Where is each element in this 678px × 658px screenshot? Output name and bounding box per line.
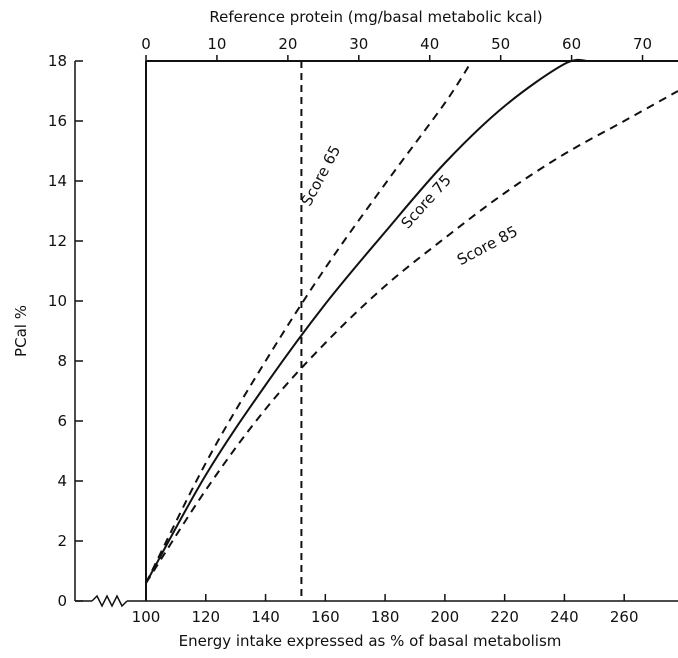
x-tick-label: 240 — [550, 608, 579, 626]
x2-tick-label: 60 — [562, 35, 581, 53]
x-tick-label: 100 — [132, 608, 161, 626]
x-tick-label: 140 — [251, 608, 280, 626]
y-tick-label: 12 — [48, 232, 67, 250]
y-tick-label: 10 — [48, 292, 67, 310]
x-tick-label: 200 — [431, 608, 460, 626]
x2-axis-title: Reference protein (mg/basal metabolic kc… — [209, 8, 542, 26]
series-lines — [145, 58, 678, 601]
axis-ticks — [75, 55, 644, 602]
x-axis-title: Energy intake expressed as % of basal me… — [179, 632, 562, 650]
y-tick-label: 8 — [57, 352, 67, 370]
x2-tick-label: 30 — [349, 35, 368, 53]
series-line-score-85 — [145, 90, 678, 584]
x-tick-label: 160 — [311, 608, 340, 626]
annotation-score-65: Score 65 — [297, 142, 344, 209]
y-tick-label: 6 — [57, 412, 67, 430]
y-tick-label: 16 — [48, 112, 67, 130]
y-tick-label: 0 — [57, 592, 67, 610]
x2-tick-label: 50 — [491, 35, 510, 53]
y-tick-label: 2 — [57, 532, 67, 550]
x2-tick-label: 0 — [141, 35, 151, 53]
x2-tick-label: 40 — [420, 35, 439, 53]
y-tick-label: 14 — [48, 172, 67, 190]
series-line-score-75 — [145, 58, 589, 584]
y-tick-label: 18 — [48, 52, 67, 70]
y-tick-label: 4 — [57, 472, 67, 490]
x-tick-label: 220 — [490, 608, 519, 626]
annotation-score-85: Score 85 — [454, 222, 521, 269]
annotation-score-75: Score 75 — [397, 171, 454, 232]
x-tick-label: 260 — [610, 608, 639, 626]
x-tick-label: 180 — [371, 608, 400, 626]
plot-frame — [74, 60, 678, 608]
axis-break-mark — [91, 594, 128, 608]
y-axis-title: PCal % — [12, 305, 30, 357]
x2-tick-label: 70 — [633, 35, 652, 53]
x-tick-label: 120 — [191, 608, 220, 626]
x2-tick-label: 20 — [278, 35, 297, 53]
series-line-score-65 — [145, 60, 473, 584]
x2-tick-label: 10 — [207, 35, 226, 53]
